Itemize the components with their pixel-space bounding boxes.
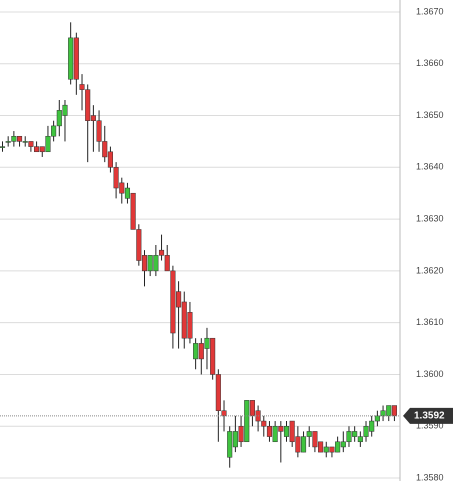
candle-body bbox=[335, 441, 341, 453]
candle-body bbox=[300, 436, 307, 453]
y-tick-label: 1.3660 bbox=[416, 58, 444, 68]
y-tick-label: 1.3610 bbox=[416, 317, 444, 327]
y-tick-label: 1.3630 bbox=[416, 213, 444, 223]
candle-body bbox=[329, 446, 335, 453]
candle-body bbox=[153, 255, 159, 272]
candle-body bbox=[176, 291, 182, 308]
candle-body bbox=[187, 312, 193, 339]
candle-body bbox=[272, 425, 278, 443]
candle-body bbox=[11, 135, 17, 142]
candle-body bbox=[198, 343, 204, 360]
candle-body bbox=[22, 141, 28, 143]
candle-body bbox=[107, 151, 113, 168]
candle-body bbox=[96, 120, 102, 142]
candle-body bbox=[227, 431, 233, 458]
candle-body bbox=[0, 146, 6, 148]
y-tick-label: 1.3670 bbox=[416, 6, 444, 16]
candle-body bbox=[79, 84, 85, 90]
candle-body bbox=[113, 167, 119, 189]
candle-body bbox=[386, 405, 392, 417]
candle-body bbox=[244, 400, 250, 443]
candle-body bbox=[102, 141, 108, 158]
candle-body bbox=[215, 374, 221, 411]
candle-body bbox=[221, 410, 227, 417]
candle-body bbox=[73, 37, 79, 80]
candle-body bbox=[323, 446, 329, 453]
candle-body bbox=[193, 343, 199, 360]
candle-body bbox=[357, 436, 363, 443]
candle-body bbox=[306, 431, 312, 437]
candle-body bbox=[295, 436, 301, 453]
y-tick-label: 1.3620 bbox=[416, 265, 444, 275]
candle-body bbox=[5, 141, 11, 143]
candle-body bbox=[352, 431, 358, 437]
candle-body bbox=[391, 405, 397, 417]
candle-body bbox=[45, 135, 51, 153]
candle-body bbox=[249, 400, 255, 417]
candle-body bbox=[181, 301, 187, 339]
candle-body bbox=[85, 89, 91, 121]
candle-body bbox=[204, 337, 210, 349]
candle-body bbox=[147, 255, 153, 272]
candle-body bbox=[90, 115, 96, 121]
y-tick-label: 1.3590 bbox=[416, 421, 444, 431]
candle-body bbox=[51, 125, 57, 137]
candle-body bbox=[62, 104, 68, 116]
candle-body bbox=[68, 37, 74, 80]
candle-body bbox=[119, 182, 125, 194]
y-tick-label: 1.3580 bbox=[416, 472, 444, 481]
candle-body bbox=[238, 425, 244, 443]
candle-body bbox=[28, 141, 34, 147]
y-tick-label: 1.3650 bbox=[416, 110, 444, 120]
candle-body bbox=[369, 420, 375, 432]
candle-body bbox=[164, 255, 170, 272]
candle-body bbox=[124, 187, 131, 199]
candle-body bbox=[232, 431, 238, 448]
candle-body bbox=[16, 135, 23, 142]
candle-body bbox=[278, 425, 284, 432]
candle-body bbox=[312, 431, 318, 448]
candle-body bbox=[374, 415, 380, 422]
candle-body bbox=[289, 420, 295, 443]
current-price-label: 1.3592 bbox=[414, 411, 445, 422]
candle-body bbox=[158, 249, 165, 256]
candle-body bbox=[266, 425, 273, 437]
candle-body bbox=[261, 420, 267, 427]
candle-body bbox=[283, 425, 290, 437]
candle-body bbox=[346, 431, 352, 443]
candle-body bbox=[130, 192, 136, 230]
y-tick-label: 1.3600 bbox=[416, 369, 444, 379]
candle-body bbox=[56, 110, 62, 127]
candle-body bbox=[340, 441, 346, 448]
candle-body bbox=[210, 337, 216, 375]
candle-body bbox=[34, 146, 40, 153]
candle-body bbox=[363, 425, 369, 437]
candle-body bbox=[318, 441, 324, 453]
candle-body bbox=[380, 410, 386, 417]
candle-body bbox=[141, 255, 148, 272]
candle-body bbox=[39, 146, 45, 153]
candle-body bbox=[136, 229, 142, 261]
current-price-marker bbox=[403, 407, 453, 424]
candle-body bbox=[170, 270, 176, 334]
y-tick-label: 1.3640 bbox=[416, 162, 444, 172]
